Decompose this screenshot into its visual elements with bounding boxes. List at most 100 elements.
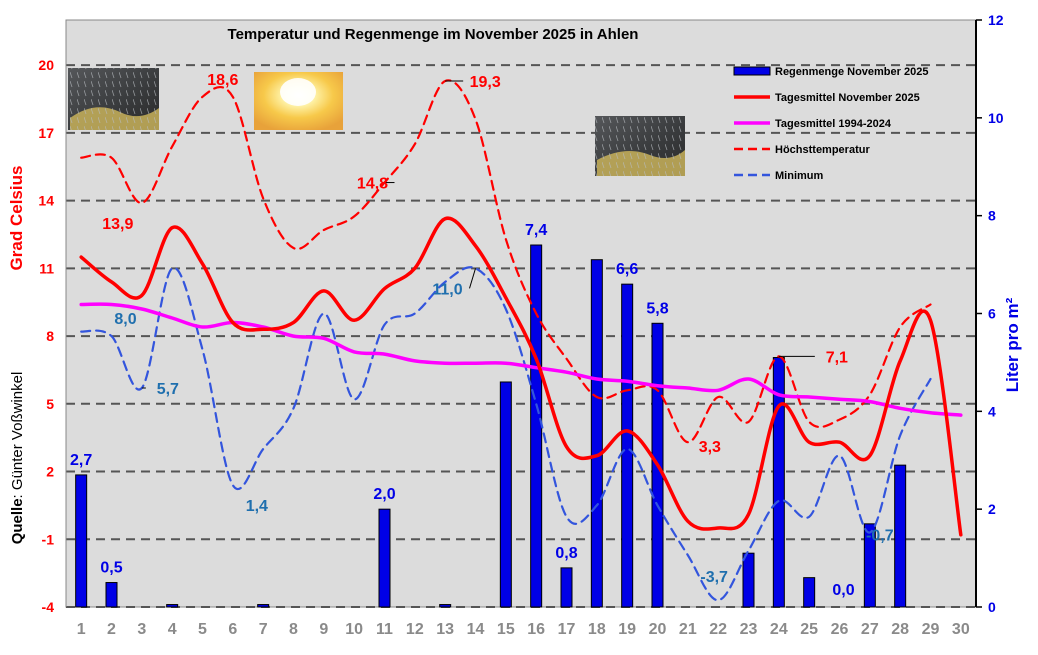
rain-bar: [742, 552, 755, 608]
rain-bar: [439, 604, 452, 608]
x-tick-label: 3: [137, 621, 146, 638]
x-tick-label: 29: [922, 621, 940, 638]
data-label: 13,9: [102, 216, 133, 233]
x-tick-label: 30: [952, 621, 970, 638]
data-label: 1,4: [246, 498, 268, 515]
source-credit: Quelle: Günter Voßwinkel: [9, 372, 26, 545]
daily-mean-line: [79, 216, 963, 537]
rain-bar: [166, 604, 179, 608]
data-label: 5,8: [646, 300, 668, 317]
x-tick-label: 13: [436, 621, 454, 638]
rain-bar: [105, 582, 118, 608]
rain-bar: [560, 567, 573, 608]
data-label: -3,7: [700, 569, 728, 586]
data-labels: 2,7 0,5 2,0 7,4 0,8 6,6 5,8 0,0 13,9 18,6 14,8 19,3…: [70, 72, 894, 599]
y-right-tick-label: 8: [988, 208, 996, 224]
x-tick-label: 18: [588, 621, 606, 638]
chart-title: Temperatur und Regenmenge im November 20…: [228, 26, 639, 43]
rain-bar: [530, 244, 543, 608]
x-tick-label: 10: [345, 621, 363, 638]
y-right-tick-label: 0: [988, 599, 996, 615]
data-label: 2,0: [373, 486, 395, 503]
x-tick-label: 11: [376, 621, 393, 638]
y-right-tick-label: 6: [988, 306, 996, 322]
rain-bar: [863, 523, 876, 608]
y-left-tick-label: 2: [46, 464, 54, 480]
x-tick-label: 16: [527, 621, 545, 638]
x-tick-label: 7: [259, 621, 268, 638]
y-left-tick-label: -1: [42, 531, 55, 547]
legend-label: Tagesmittel November 2025: [775, 92, 920, 104]
rain-bar: [772, 357, 785, 608]
rain-bar: [257, 604, 270, 608]
longterm-mean-line: [79, 302, 963, 417]
data-label: 7,4: [525, 222, 547, 239]
minimum-line: [80, 266, 932, 602]
y-right-tick-label: 12: [988, 12, 1004, 28]
x-tick-label: 20: [649, 621, 667, 638]
rain-bar: [378, 508, 391, 608]
x-tick-label: 2: [107, 621, 116, 638]
legend-item: Tagesmittel November 2025: [734, 92, 920, 104]
x-tick-label: 12: [406, 621, 424, 638]
plot-area: [65, 19, 977, 608]
x-tick-label: 22: [709, 621, 727, 638]
data-label: 11,0: [432, 281, 462, 298]
legend-label: Minimum: [775, 170, 823, 182]
x-tick-label: 6: [228, 621, 237, 638]
y-axis-right-title: Liter pro m²: [1003, 297, 1022, 392]
data-label: 8,0: [114, 311, 136, 328]
x-tick-label: 21: [679, 621, 697, 638]
y-right-tick-label: 10: [988, 110, 1004, 126]
temperature-lines: [79, 79, 963, 602]
label-leader-lines: [141, 80, 815, 389]
data-label: 7,1: [826, 349, 848, 366]
data-label: 19,3: [470, 74, 501, 91]
legend: Regenmenge November 2025 Tagesmittel Nove…: [733, 66, 928, 182]
rain-photo-icon: [68, 68, 159, 130]
legend-label: Regenmenge November 2025: [775, 66, 928, 78]
data-label: 0,5: [100, 560, 122, 577]
rain-bar: [590, 259, 603, 608]
legend-label: Tagesmittel 1994-2024: [775, 118, 892, 130]
sun-photo-icon: [254, 72, 343, 130]
x-tick-label: 14: [467, 621, 485, 638]
x-tick-label: 28: [891, 621, 909, 638]
x-tick-label: 5: [198, 621, 207, 638]
legend-item: Regenmenge November 2025: [733, 66, 928, 78]
y-left-tick-label: 8: [46, 328, 54, 344]
x-tick-label: 17: [558, 621, 576, 638]
legend-item: Tagesmittel 1994-2024: [734, 118, 892, 130]
rain-bar: [75, 474, 88, 608]
label-leader: [469, 268, 476, 289]
data-label: 18,6: [207, 72, 238, 89]
y-right-tick-label: 4: [988, 403, 996, 419]
x-tick-label: 1: [77, 621, 86, 638]
y-right-tick-label: 2: [988, 501, 996, 517]
y-left-tick-label: 14: [38, 193, 54, 209]
y-left-tick-label: 5: [46, 396, 54, 412]
x-tick-label: 9: [319, 621, 328, 638]
x-tick-label: 23: [740, 621, 758, 638]
legend-label: Höchsttemperatur: [775, 144, 870, 156]
data-label: 0,0: [832, 582, 854, 599]
gridlines: [66, 64, 976, 608]
x-tick-label: 15: [497, 621, 515, 638]
x-tick-label: 4: [168, 621, 177, 638]
data-label: 0,8: [555, 545, 577, 562]
max-temperature-line: [80, 79, 932, 444]
y-left-tick-label: 11: [39, 260, 54, 276]
data-label: 5,7: [157, 381, 179, 398]
data-label: 3,3: [699, 439, 721, 456]
y-left-tick-label: -4: [42, 599, 55, 615]
data-label: 14,8: [357, 176, 388, 193]
x-tick-label: 24: [770, 621, 788, 638]
rain-photo-icon: [595, 116, 685, 176]
rain-bar: [621, 283, 634, 608]
x-tick-label: 8: [289, 621, 298, 638]
data-label: -0,7: [866, 527, 894, 544]
legend-item: Höchsttemperatur: [734, 144, 870, 156]
legend-item: Minimum: [734, 170, 823, 182]
